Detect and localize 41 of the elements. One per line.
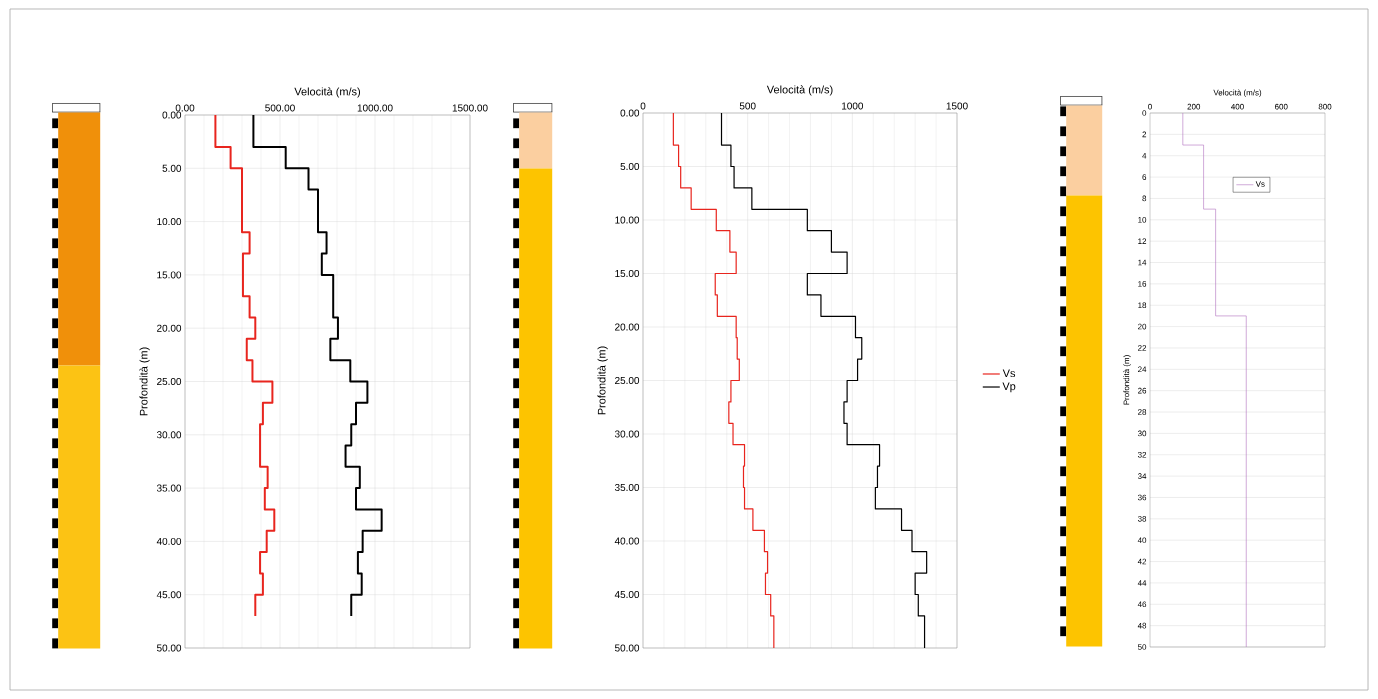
- x-tick-label: 1000: [842, 102, 864, 110]
- y-tick-label: 40.00: [614, 537, 640, 545]
- x-tick-label: 500.00: [265, 104, 295, 112]
- y-tick-label: 20.00: [615, 323, 640, 331]
- y-axis-title: Profondità (m): [597, 346, 608, 415]
- legend-label: Vs: [1002, 369, 1016, 378]
- y-tick-label: 30.00: [614, 430, 640, 438]
- y-tick-label: 10.00: [157, 218, 182, 226]
- y-tick-label: 20.00: [157, 324, 182, 332]
- y-tick-label: 30.00: [156, 431, 182, 439]
- y-tick-label: 45.00: [614, 590, 640, 599]
- y-tick-label: 0.00: [620, 109, 640, 117]
- legend-label: Vp: [1002, 382, 1016, 393]
- x-tick-label: 1000.00: [357, 104, 393, 112]
- y-tick-label: 10.00: [615, 216, 640, 224]
- x-tick-label: 0: [640, 102, 646, 110]
- line-series: [1182, 113, 1247, 647]
- x-tick-label: 500: [739, 102, 756, 110]
- y-tick-label: 15.00: [157, 271, 182, 279]
- y-tick-label: 5.00: [620, 162, 640, 171]
- x-tick-label: 1500: [946, 102, 968, 110]
- y-tick-label: 40.00: [156, 537, 182, 545]
- x-tick-label: 0.00: [175, 104, 195, 112]
- y-tick-label: 25.00: [157, 377, 182, 386]
- y-tick-label: 35.00: [614, 483, 640, 492]
- y-tick-label: 0.00: [162, 111, 182, 119]
- y-tick-label: 50.00: [614, 644, 640, 652]
- y-tick-label: 50.00: [156, 644, 182, 652]
- y-tick-label: 45.00: [156, 591, 182, 599]
- line-series: [672, 113, 775, 648]
- y-tick-label: 25.00: [615, 376, 640, 385]
- line-series: [252, 115, 383, 618]
- y-axis-title: Profondità (m): [139, 347, 150, 416]
- x-axis-title: Velocità (m/s): [294, 87, 360, 98]
- line-series: [720, 113, 928, 648]
- y-tick-label: 35.00: [156, 484, 182, 492]
- x-tick-label: 1500.00: [452, 104, 488, 112]
- y-tick-label: 5.00: [162, 164, 182, 172]
- x-axis-title: Velocità (m/s): [766, 85, 833, 96]
- line-series: [214, 115, 276, 618]
- y-tick-label: 15.00: [615, 269, 640, 278]
